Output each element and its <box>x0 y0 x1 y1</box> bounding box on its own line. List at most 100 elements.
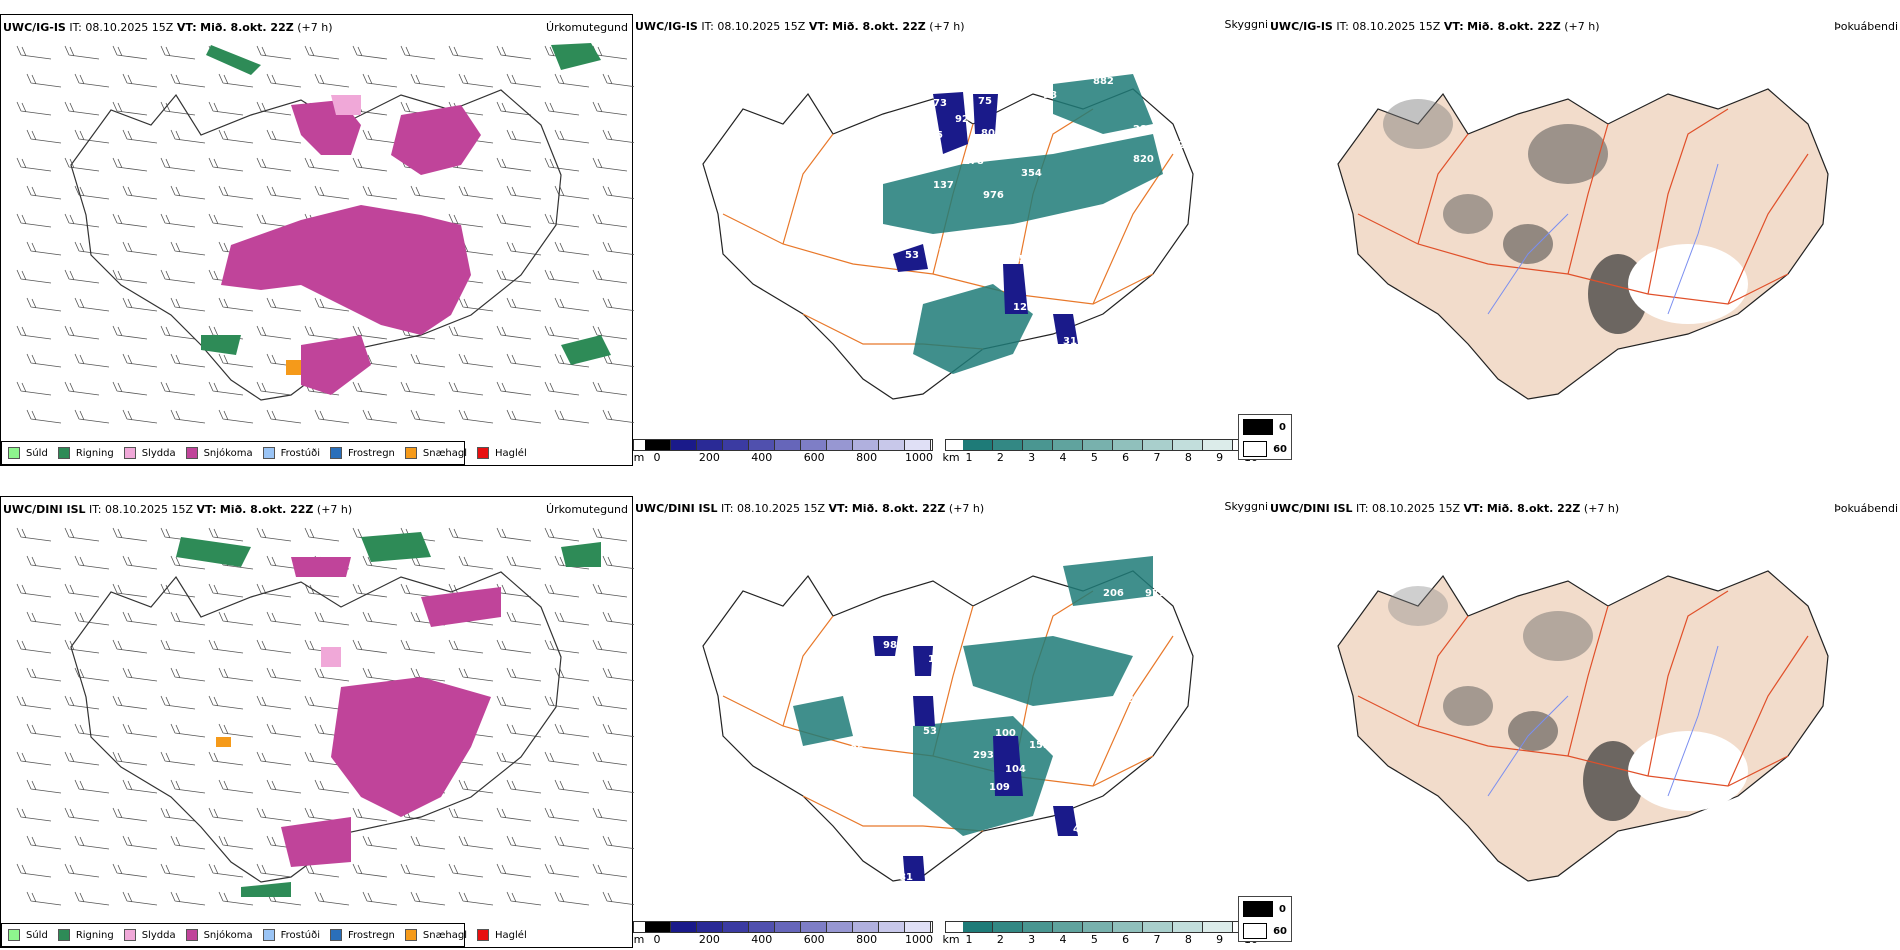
wind-barb <box>26 667 62 682</box>
fog-legend-swatch <box>1243 923 1268 939</box>
panel-type-label: Þokuábendi <box>1834 20 1898 33</box>
wind-barb <box>554 297 590 312</box>
legend-label: Haglél <box>495 929 527 941</box>
colorbar-tick: 2 <box>996 933 1004 946</box>
it-label: IT: <box>69 21 82 34</box>
colorbar-tick: 6 <box>1122 933 1130 946</box>
colorbar-cell <box>645 922 671 932</box>
wind-barb <box>400 639 436 654</box>
wind-barb <box>170 611 206 626</box>
wind-barb <box>256 639 292 654</box>
snow-area <box>281 817 351 867</box>
colorbar-cell <box>775 922 801 932</box>
wind-barb <box>26 835 62 850</box>
wind-barb <box>16 157 52 172</box>
visibility-point-label: 820 <box>1133 154 1154 165</box>
legend-item: Slydda <box>123 929 176 941</box>
wind-barb <box>122 185 158 200</box>
wind-barb <box>314 779 350 794</box>
wind-barb <box>554 891 590 906</box>
panel-title: UWC/IG-IS IT: 08.10.2025 15Z VT: Mið. 8.… <box>3 21 333 34</box>
wind-barb <box>74 353 110 368</box>
wind-barb <box>256 863 292 878</box>
colorbar-cell <box>827 440 853 450</box>
colorbar-tick: 9 <box>1216 451 1224 464</box>
wind-barb <box>26 409 62 424</box>
wind-barb <box>64 863 100 878</box>
wind-barb <box>304 695 340 710</box>
legend-item: Rigning <box>57 929 114 941</box>
fog-map <box>1337 570 1829 882</box>
legend-label: Súld <box>26 447 48 459</box>
it-label: IT: <box>89 503 102 516</box>
fog-legend-label: 0 <box>1279 903 1286 915</box>
legend-label: Rigning <box>75 929 114 941</box>
it-value: 08.10.2025 15Z <box>1372 502 1461 515</box>
rivers <box>1487 645 1719 797</box>
wind-barb <box>64 639 100 654</box>
wind-barb <box>218 891 254 906</box>
wind-barb <box>362 73 398 88</box>
colorbar-tick: 0 <box>653 451 661 464</box>
wind-barb <box>544 863 580 878</box>
wind-barb <box>592 695 628 710</box>
wind-barb <box>208 583 244 598</box>
wind-barb <box>554 667 590 682</box>
snow-area <box>221 205 471 335</box>
sleet-area <box>331 95 361 115</box>
snow-area <box>391 105 481 175</box>
fog-map <box>1337 88 1829 400</box>
wind-barb <box>122 555 158 570</box>
wind-barb <box>314 185 350 200</box>
model-name: UWC/DINI ISL <box>3 503 86 516</box>
colorbar-cell <box>697 440 723 450</box>
legend-item: Haglél <box>477 447 527 459</box>
wind-barb <box>602 555 634 570</box>
wind-barb <box>122 297 158 312</box>
wind-barb <box>400 381 436 396</box>
wind-barb <box>218 835 254 850</box>
visibility-point-label: 206 <box>1103 588 1124 599</box>
fog-panel-top: UWC/IG-IS IT: 08.10.2025 15Z VT: Mið. 8.… <box>1238 14 1900 466</box>
legend-item: Snæhagl <box>404 929 467 941</box>
panel-title: UWC/IG-IS IT: 08.10.2025 15Z VT: Mið. 8.… <box>1270 20 1600 33</box>
colorbar-cell <box>1113 922 1143 932</box>
wind-barb <box>160 45 196 60</box>
wind-barb <box>602 779 634 794</box>
wind-barb <box>410 409 446 424</box>
it-value: 08.10.2025 15Z <box>85 21 174 34</box>
wind-barb <box>208 695 244 710</box>
wind-barb <box>352 639 388 654</box>
wind-barb <box>208 807 244 822</box>
legend-item: Frostregn <box>330 929 395 941</box>
wind-barb <box>352 381 388 396</box>
wind-barb <box>496 325 532 340</box>
colorbar-cell <box>1083 440 1113 450</box>
wind-barb <box>170 723 206 738</box>
wind-barb <box>362 129 398 144</box>
wind-barb <box>160 269 196 284</box>
hail-area <box>216 737 231 747</box>
wind-barb <box>506 409 542 424</box>
iceland-outline <box>70 89 562 401</box>
wind-barb <box>304 751 340 766</box>
wind-barb <box>64 45 100 60</box>
vt-label: VT: <box>1443 20 1464 33</box>
wind-barb <box>506 891 542 906</box>
visibility-point-label: 92 <box>955 114 969 125</box>
wind-barb <box>64 583 100 598</box>
colorbar-cell <box>879 440 905 450</box>
snow-area <box>421 587 501 627</box>
it-value: 08.10.2025 15Z <box>105 503 194 516</box>
wind-barb <box>218 723 254 738</box>
wind-barb <box>544 807 580 822</box>
wind-barb <box>112 639 148 654</box>
panel-title: UWC/DINI ISL IT: 08.10.2025 15Z VT: Mið.… <box>3 503 352 516</box>
visibility-point-label: 251 <box>1178 140 1199 151</box>
colorbar-cell <box>963 922 993 932</box>
wind-barb <box>304 527 340 542</box>
colorbar-cell <box>879 922 905 932</box>
wind-barb <box>496 583 532 598</box>
wind-barb <box>506 297 542 312</box>
wind-barb <box>458 353 494 368</box>
